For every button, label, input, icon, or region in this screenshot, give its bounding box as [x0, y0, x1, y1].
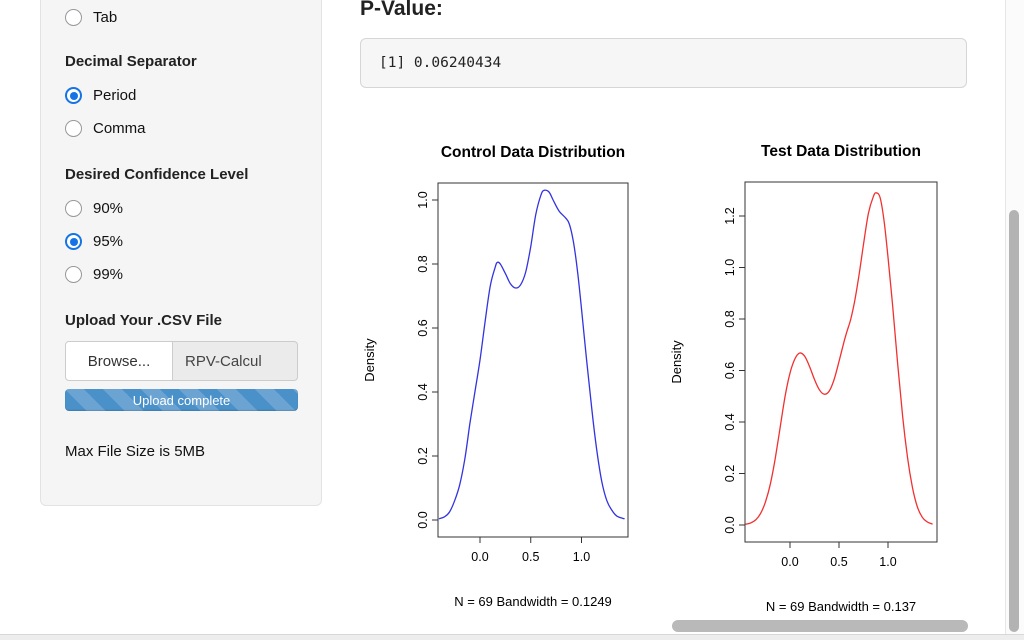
- upload-csv-heading: Upload Your .CSV File: [65, 312, 222, 329]
- browse-button[interactable]: Browse...: [65, 341, 173, 381]
- svg-text:Test Data Distribution: Test Data Distribution: [761, 143, 921, 160]
- svg-text:Density: Density: [362, 338, 377, 382]
- sidebar-panel: Tab Decimal Separator Period Comma Desir…: [40, 0, 322, 506]
- radio-comma[interactable]: Comma: [65, 120, 301, 137]
- svg-text:0.0: 0.0: [781, 555, 798, 569]
- radio-95-label: 95%: [93, 233, 124, 250]
- svg-text:1.2: 1.2: [723, 207, 737, 224]
- svg-text:1.0: 1.0: [723, 259, 737, 276]
- svg-text:0.0: 0.0: [471, 550, 488, 564]
- pvalue-output-box: [1] 0.06240434: [360, 38, 967, 88]
- radio-circle-icon[interactable]: [65, 9, 82, 26]
- control-density-plot: 0.0 0.5 1.0 0.0 0.2 0.4 0.6 0.8 1.0 Control Data …: [362, 144, 629, 609]
- radio-99[interactable]: 99%: [65, 266, 301, 283]
- radio-period[interactable]: Period: [65, 87, 301, 104]
- horizontal-scrollbar-thumb[interactable]: [672, 620, 968, 632]
- svg-text:0.6: 0.6: [416, 319, 430, 336]
- svg-text:0.0: 0.0: [723, 516, 737, 533]
- test-density-plot: 0.0 0.5 1.0 0.0 0.2 0.4 0.6 0.8 1.0 1.2 Test Data …: [669, 143, 938, 614]
- svg-text:1.0: 1.0: [573, 550, 590, 564]
- svg-text:N = 69 Bandwidth = 0.137: N = 69 Bandwidth = 0.137: [766, 599, 916, 614]
- radio-90[interactable]: 90%: [65, 200, 301, 217]
- svg-text:0.8: 0.8: [416, 255, 430, 272]
- svg-text:1.0: 1.0: [879, 555, 896, 569]
- svg-text:0.8: 0.8: [723, 310, 737, 327]
- max-file-size-note: Max File Size is 5MB: [65, 443, 206, 460]
- svg-text:1.0: 1.0: [416, 191, 430, 208]
- svg-text:0.6: 0.6: [723, 362, 737, 379]
- svg-text:0.4: 0.4: [416, 383, 430, 400]
- window-bottom-edge: [0, 634, 1024, 640]
- radio-99-label: 99%: [93, 266, 124, 283]
- svg-text:Control Data Distribution: Control Data Distribution: [441, 144, 625, 161]
- upload-progress-label: Upload complete: [132, 392, 231, 408]
- svg-text:0.5: 0.5: [830, 555, 847, 569]
- radio-90-label: 90%: [93, 200, 124, 217]
- radio-circle-icon[interactable]: [65, 87, 82, 104]
- radio-circle-icon[interactable]: [65, 266, 82, 283]
- svg-text:0.2: 0.2: [416, 447, 430, 464]
- upload-progress-bar: Upload complete: [65, 389, 298, 411]
- file-input-group: Browse... RPV-Calcul: [65, 341, 298, 381]
- vertical-scrollbar-thumb[interactable]: [1009, 210, 1019, 632]
- radio-circle-icon[interactable]: [65, 233, 82, 250]
- radio-period-label: Period: [93, 87, 137, 104]
- svg-text:0.0: 0.0: [416, 511, 430, 528]
- radio-95[interactable]: 95%: [65, 233, 301, 250]
- pvalue-output-text: [1] 0.06240434: [379, 55, 502, 71]
- confidence-level-heading: Desired Confidence Level: [65, 166, 249, 183]
- svg-text:0.5: 0.5: [522, 550, 539, 564]
- radio-tab-label: Tab: [93, 9, 118, 26]
- svg-text:0.2: 0.2: [723, 465, 737, 482]
- file-name-field: RPV-Calcul: [173, 341, 298, 381]
- radio-comma-label: Comma: [93, 120, 146, 137]
- svg-text:N = 69 Bandwidth = 0.1249: N = 69 Bandwidth = 0.1249: [454, 594, 612, 609]
- radio-circle-icon[interactable]: [65, 200, 82, 217]
- svg-text:Density: Density: [669, 340, 684, 384]
- pvalue-heading: P-Value:: [360, 0, 443, 20]
- radio-tab[interactable]: Tab: [65, 9, 301, 26]
- svg-text:0.4: 0.4: [723, 413, 737, 430]
- decimal-separator-heading: Decimal Separator: [65, 53, 197, 70]
- radio-circle-icon[interactable]: [65, 120, 82, 137]
